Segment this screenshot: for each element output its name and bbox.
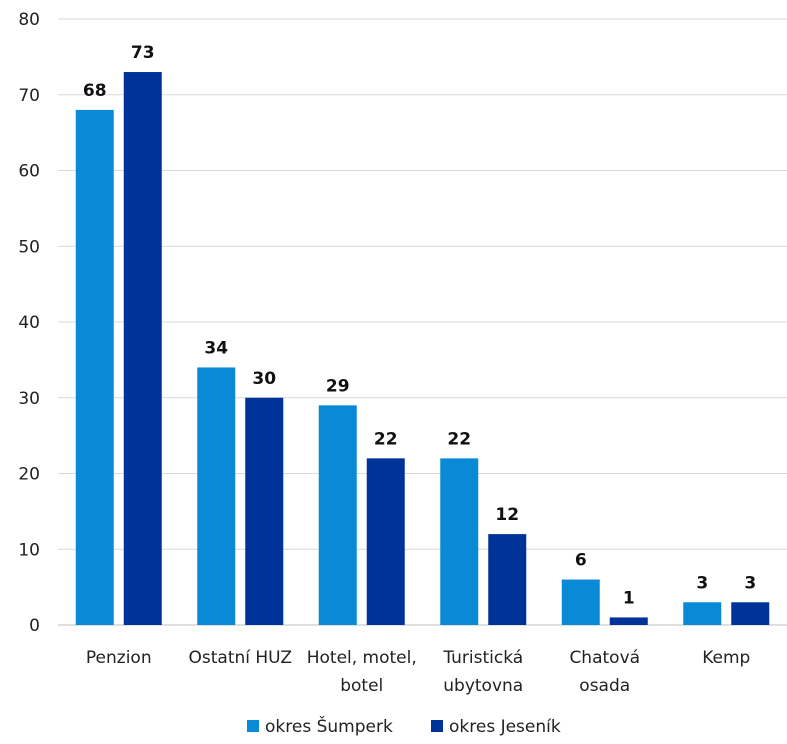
bar — [123, 72, 162, 625]
y-tick-label: 80 — [18, 10, 40, 30]
legend-label: okres Šumperk — [265, 715, 393, 737]
bar — [440, 458, 479, 625]
y-tick-label: 50 — [18, 237, 40, 257]
category-label: Ostatní HUZ — [189, 648, 292, 668]
category-label: osada — [579, 676, 630, 696]
bar — [318, 405, 357, 625]
bar — [731, 602, 770, 625]
y-tick-label: 10 — [18, 540, 40, 560]
y-tick-label: 40 — [18, 313, 40, 333]
category-label: botel — [340, 676, 383, 696]
y-tick-label: 30 — [18, 389, 40, 409]
data-label: 34 — [204, 338, 228, 358]
bar — [683, 602, 722, 625]
y-axis-ticks: 0 10 20 30 40 50 60 70 80 — [18, 10, 40, 636]
bar — [609, 617, 648, 625]
data-label: 1 — [623, 588, 635, 608]
legend: okres Šumperk okres Jeseník — [247, 715, 561, 737]
data-label: 30 — [252, 369, 276, 389]
y-tick-label: 20 — [18, 465, 40, 485]
category-label: ubytovna — [443, 676, 523, 696]
data-label: 6 — [575, 551, 587, 571]
category-label: Chatová — [569, 648, 640, 668]
data-label: 68 — [83, 81, 107, 101]
bar — [197, 367, 236, 625]
bar — [561, 579, 600, 625]
legend-swatch — [247, 720, 259, 732]
category-label: Turistická — [442, 648, 523, 668]
bar — [245, 397, 284, 625]
bars — [75, 72, 770, 625]
legend-label: okres Jeseník — [449, 717, 561, 737]
bar — [488, 534, 527, 625]
legend-swatch — [431, 720, 443, 732]
data-labels: 68 73 34 30 29 22 22 12 6 1 3 3 — [83, 43, 756, 608]
category-label: Hotel, motel, — [307, 648, 417, 668]
y-tick-label: 0 — [29, 616, 40, 636]
y-tick-label: 60 — [18, 162, 40, 182]
gridlines — [58, 18, 787, 626]
bar — [75, 109, 114, 625]
data-label: 12 — [495, 505, 519, 525]
category-label: Kemp — [702, 648, 750, 668]
data-label: 3 — [744, 573, 756, 593]
y-tick-label: 70 — [18, 86, 40, 106]
data-label: 22 — [374, 429, 398, 449]
x-axis-categories: Penzion Ostatní HUZ Hotel, motel, botel Turi… — [86, 648, 750, 696]
bar — [366, 458, 405, 625]
data-label: 3 — [696, 573, 708, 593]
data-label: 22 — [447, 429, 471, 449]
data-label: 73 — [131, 43, 155, 63]
category-label: Penzion — [86, 648, 152, 668]
data-label: 29 — [326, 376, 350, 396]
